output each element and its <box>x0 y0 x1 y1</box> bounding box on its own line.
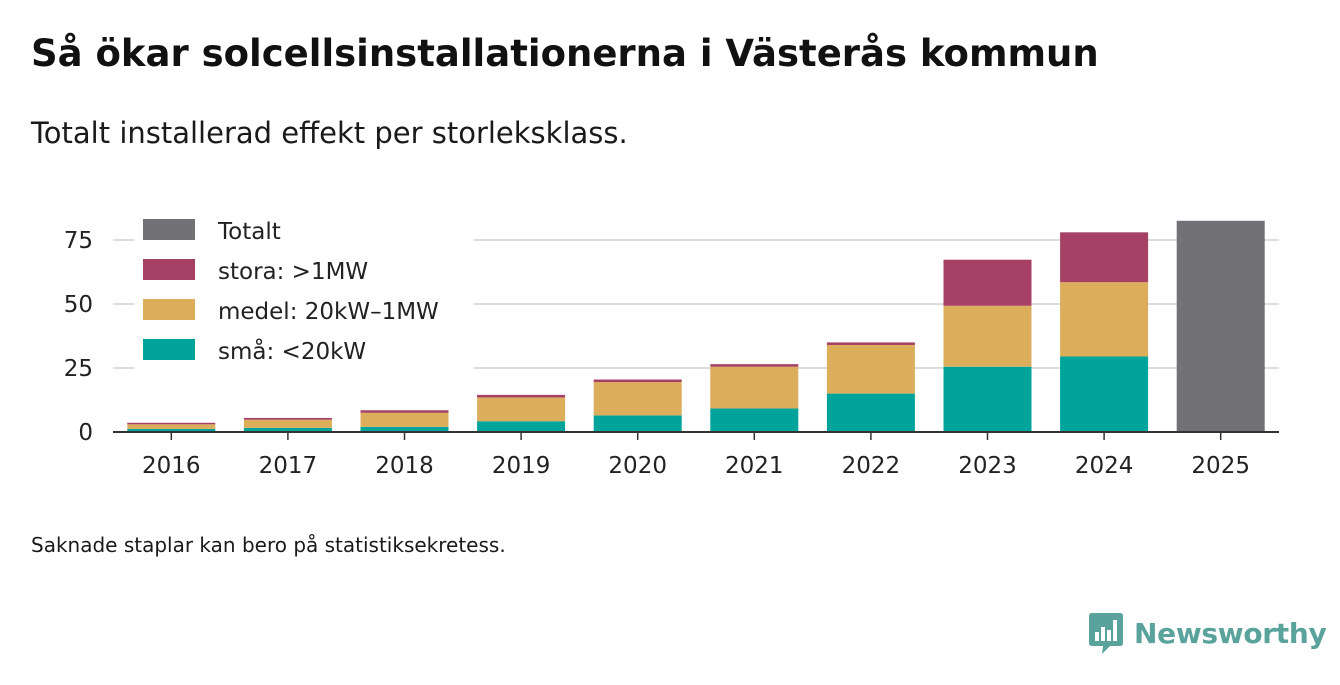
legend-label: medel: 20kW–1MW <box>218 299 439 325</box>
x-tick-label: 2018 <box>375 453 434 479</box>
bar-segment <box>360 410 449 413</box>
bar-segment <box>127 424 216 429</box>
y-tick-label: 75 <box>64 228 93 254</box>
chart-subtitle: Totalt installerad effekt per storlekskl… <box>31 116 628 150</box>
x-tick-label: 2020 <box>608 453 667 479</box>
legend-label: stora: >1MW <box>218 259 368 285</box>
bar-segment <box>943 366 1032 432</box>
bar-segment <box>477 421 566 432</box>
bar-segment <box>477 397 566 422</box>
legend-label: Totalt <box>217 219 281 245</box>
bar-segment <box>1176 220 1265 432</box>
bars <box>127 220 1265 432</box>
brand-name: Newsworthy <box>1134 616 1327 650</box>
bar-segment <box>593 382 682 416</box>
legend-swatch <box>143 219 195 240</box>
bar-segment <box>826 393 915 432</box>
x-tick-label: 2019 <box>492 453 551 479</box>
bar-segment <box>710 366 799 409</box>
y-tick-label: 50 <box>64 292 93 318</box>
y-tick-label: 0 <box>78 420 93 446</box>
bar-segment <box>943 305 1032 367</box>
legend-swatch <box>143 259 195 280</box>
bar-segment <box>127 422 216 425</box>
legend-label: små: <20kW <box>218 337 366 365</box>
legend: Totalt stora: >1MW medel: 20kW–1MW små: <20… <box>134 210 474 374</box>
x-tick-label: 2022 <box>842 453 901 479</box>
bar-segment <box>360 412 449 427</box>
bar-segment <box>1060 282 1149 357</box>
bar-segment <box>593 415 682 432</box>
y-tick-label: 25 <box>64 356 93 382</box>
footnote: Saknade staplar kan bero på statistiksek… <box>31 533 506 557</box>
bar-segment <box>1060 356 1149 432</box>
x-tick-label: 2021 <box>725 453 784 479</box>
bar-segment <box>593 379 682 383</box>
newsworthy-logo-icon <box>1089 613 1123 654</box>
x-tick-label: 2016 <box>142 453 201 479</box>
x-tick-label: 2024 <box>1075 453 1134 479</box>
bar-segment <box>826 344 915 394</box>
bar-segment <box>477 394 566 398</box>
bar-segment <box>943 259 1032 306</box>
bar-segment <box>360 426 449 432</box>
bar-segment <box>1060 232 1149 283</box>
legend-swatch <box>143 339 195 360</box>
bar-segment <box>710 408 799 432</box>
x-tick-label: 2023 <box>958 453 1017 479</box>
bar-segment <box>243 427 332 432</box>
bar-segment <box>826 342 915 345</box>
stacked-bar-chart: 0 25 50 75 2016 2017 2018 2019 2020 2021 2022 2023 2… <box>63 210 1279 479</box>
axes: 0 25 50 75 2016 2017 2018 2019 2020 2021 2022 2023 2… <box>64 228 1279 479</box>
chart-title: Så ökar solcellsinstallationerna i Väste… <box>31 32 1099 75</box>
x-tick-label: 2017 <box>259 453 318 479</box>
brand-logo: Newsworthy <box>1088 610 1327 656</box>
bar-segment <box>710 364 799 367</box>
x-tick-label: 2025 <box>1191 453 1250 479</box>
legend-swatch <box>143 299 195 320</box>
bar-segment <box>243 417 332 420</box>
bar-segment <box>243 419 332 428</box>
bar-segment <box>127 428 216 432</box>
